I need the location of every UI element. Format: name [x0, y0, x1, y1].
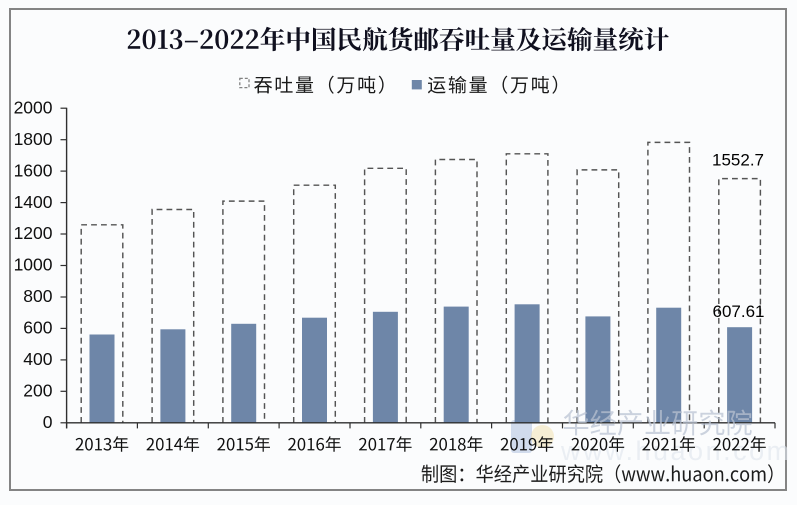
svg-text:2000: 2000 [14, 97, 53, 117]
svg-text:200: 200 [23, 381, 52, 401]
svg-text:1552.7: 1552.7 [712, 151, 764, 170]
svg-text:800: 800 [23, 286, 52, 306]
svg-text:1400: 1400 [14, 192, 53, 212]
svg-text:1000: 1000 [14, 255, 53, 275]
svg-text:0: 0 [43, 412, 53, 432]
svg-text:600: 600 [23, 318, 52, 338]
svg-text:1800: 1800 [14, 129, 53, 149]
svg-text:400: 400 [23, 349, 52, 369]
svg-text:1600: 1600 [14, 160, 53, 180]
svg-text:www.huaon.com: www.huaon.com [560, 436, 792, 466]
svg-text:1200: 1200 [14, 223, 53, 243]
svg-text:607.61: 607.61 [713, 302, 765, 321]
